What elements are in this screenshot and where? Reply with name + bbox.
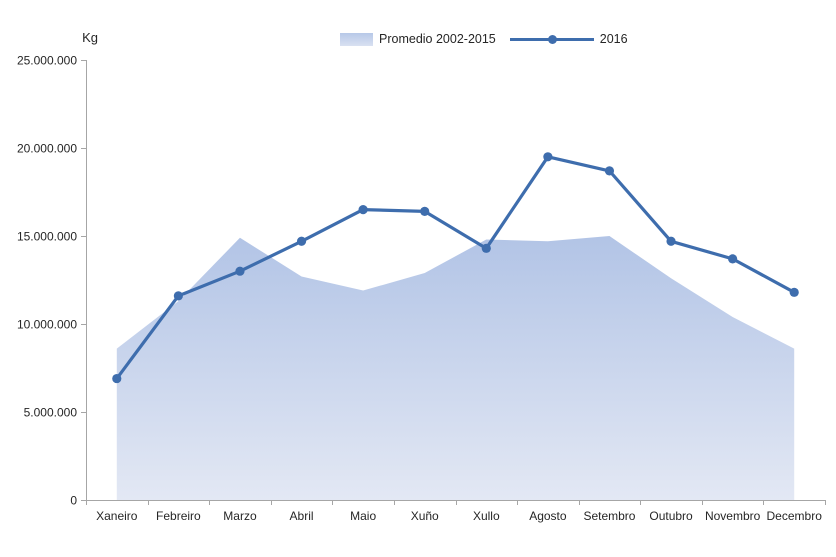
- data-point-2016-Febreiro: [173, 291, 183, 301]
- data-point-2016-Abril: [296, 236, 307, 246]
- x-tick-label-novembro: Novembro: [705, 509, 761, 523]
- data-point-2016-Outubro: [666, 236, 676, 246]
- legend: Promedio 2002-2015 2016: [340, 32, 628, 46]
- x-tick-label-abril: Abril: [290, 509, 314, 523]
- legend-label-2016: 2016: [599, 32, 628, 46]
- y-tick-label: 5.000.000: [24, 406, 78, 420]
- data-point-2016-Decembro: [789, 287, 799, 297]
- data-point-2016-Agosto: [543, 152, 553, 162]
- area-swatch-icon: [340, 32, 373, 46]
- area-series-promedio: [116, 236, 795, 500]
- data-point-2016-Maio: [358, 205, 368, 215]
- x-tick-label-agosto: Agosto: [529, 509, 567, 523]
- x-tick-label-outubro: Outubro: [649, 509, 693, 523]
- y-tick-label: 0: [70, 494, 77, 508]
- x-tick-label-setembro: Setembro: [583, 509, 635, 523]
- x-tick-label-xuño: Xuño: [411, 509, 439, 523]
- x-tick-label-xaneiro: Xaneiro: [96, 509, 138, 523]
- line-marker-icon: [509, 34, 594, 44]
- legend-item-promedio: Promedio 2002-2015: [340, 32, 496, 46]
- line-series-2016: [115, 155, 795, 380]
- x-tick-label-marzo: Marzo: [223, 509, 257, 523]
- legend-dot-icon: [547, 34, 557, 44]
- data-point-2016-Xuño: [420, 206, 430, 216]
- x-tick-label-febreiro: Febreiro: [156, 509, 201, 523]
- data-point-2016-Marzo: [235, 266, 245, 276]
- x-tick-label-decembro: Decembro: [767, 509, 823, 523]
- y-tick-label: 15.000.000: [17, 230, 77, 244]
- data-point-2016-Setembro: [604, 166, 615, 176]
- data-point-2016-Xaneiro: [112, 373, 122, 384]
- legend-item-2016: 2016: [509, 32, 628, 46]
- x-tick-label-xullo: Xullo: [473, 509, 500, 523]
- y-axis-unit-label: Kg: [82, 30, 98, 45]
- data-point-2016-Novembro: [728, 254, 738, 264]
- y-tick-label: 20.000.000: [17, 142, 77, 156]
- x-tick-label-maio: Maio: [350, 509, 376, 523]
- legend-label-promedio: Promedio 2002-2015: [379, 32, 496, 46]
- y-tick-label: 10.000.000: [17, 318, 77, 332]
- data-point-2016-Xullo: [481, 243, 491, 253]
- y-tick-label: 25.000.000: [17, 54, 77, 68]
